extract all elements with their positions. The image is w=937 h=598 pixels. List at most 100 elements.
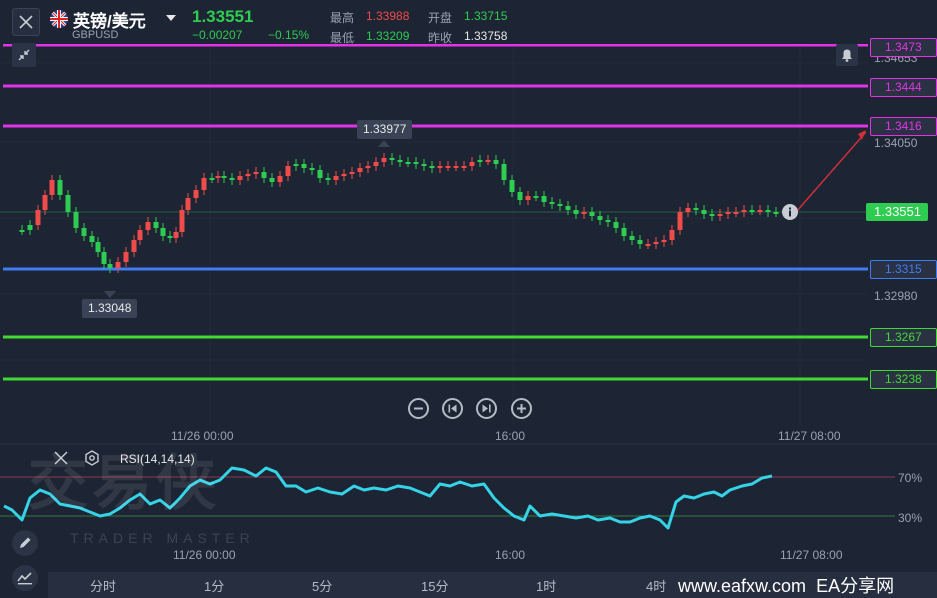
close-indicator-button[interactable] xyxy=(54,451,68,470)
candle-body xyxy=(517,192,523,200)
candle-body xyxy=(65,195,71,212)
candle-body xyxy=(381,158,387,162)
indicator-button[interactable] xyxy=(12,565,38,591)
candle-body xyxy=(421,164,427,166)
min-price-callout: 1.33048 xyxy=(82,299,138,318)
candle-body xyxy=(765,210,771,212)
candle-body xyxy=(153,222,159,228)
callout-pointer xyxy=(378,140,390,147)
candle-body xyxy=(145,222,151,230)
candle-body xyxy=(429,166,435,168)
candle-body xyxy=(193,190,199,198)
candle-body xyxy=(333,176,339,180)
zoom-in-icon xyxy=(517,404,526,413)
zoom-in-button[interactable] xyxy=(511,398,532,419)
candle-body xyxy=(701,210,707,214)
candle-body xyxy=(397,160,403,162)
candle-body xyxy=(81,228,87,236)
collapse-button[interactable] xyxy=(12,43,36,67)
candle-body xyxy=(709,214,715,216)
candle-body xyxy=(469,162,475,166)
line-label-6[interactable]: 1.3238 xyxy=(870,370,937,389)
candle-body xyxy=(35,210,41,225)
open-label: 开盘 xyxy=(428,11,453,25)
rsi-line xyxy=(3,466,773,530)
candle-body xyxy=(757,210,763,212)
tf-4h[interactable]: 4时 xyxy=(646,579,667,594)
line-label-4[interactable]: 1.3315 xyxy=(870,260,937,279)
candle-body xyxy=(115,262,121,268)
candle-body xyxy=(413,162,419,164)
candle-body xyxy=(123,252,129,262)
indicator-settings-button[interactable] xyxy=(84,450,100,471)
candle-body xyxy=(733,212,739,214)
info-marker[interactable] xyxy=(782,204,798,220)
tf-1m[interactable]: 1分 xyxy=(204,579,225,594)
candle-body xyxy=(589,212,595,216)
candle-body xyxy=(581,212,587,214)
rsi-label: RSI(14,14,14) xyxy=(120,452,195,466)
close-button[interactable] xyxy=(12,8,40,36)
zoom-out-button[interactable] xyxy=(408,398,429,419)
line-label-3[interactable]: 1.3416 xyxy=(870,117,937,136)
prev-close-value: 1.33758 xyxy=(464,29,508,43)
tf-15m[interactable]: 15分 xyxy=(421,579,449,594)
candle-body xyxy=(261,172,267,178)
draw-tool-button[interactable] xyxy=(12,530,38,556)
candle-body xyxy=(317,170,323,178)
candle-body xyxy=(201,178,207,190)
symbol-code: GBPUSD xyxy=(72,29,119,41)
candle-body xyxy=(101,252,107,264)
tf-tick[interactable]: 分时 xyxy=(90,579,117,594)
info-icon xyxy=(789,207,791,217)
step-back-icon xyxy=(448,404,457,413)
candle-body xyxy=(637,240,643,244)
tf-1h[interactable]: 1时 xyxy=(536,579,557,594)
chevron-down-icon[interactable] xyxy=(166,15,176,21)
line-label-1[interactable]: 1.3473 xyxy=(870,38,937,57)
candle-body xyxy=(661,240,667,242)
collapse-icon xyxy=(18,49,30,61)
rsi-level-high: 70% xyxy=(898,471,923,485)
timeframe-bar: 分时 1分 5分 15分 1时 4时 xyxy=(48,572,937,598)
candle-body xyxy=(277,176,283,182)
step-back-button[interactable] xyxy=(442,398,463,419)
candle-body xyxy=(501,164,507,180)
candle-body xyxy=(237,176,243,180)
bell-icon xyxy=(842,49,852,62)
time-label: 16:00 xyxy=(495,429,526,443)
candle-body xyxy=(253,172,259,174)
tf-5m[interactable]: 5分 xyxy=(312,579,333,594)
footer-site: www.eafxw.com EA分享网 xyxy=(678,576,895,596)
candle-body xyxy=(229,178,235,180)
price-change-pct: −0.15% xyxy=(268,28,310,42)
close-icon xyxy=(19,15,33,29)
candle-body xyxy=(629,236,635,240)
alert-button[interactable] xyxy=(836,44,858,66)
candle-body xyxy=(73,212,79,228)
candle-body xyxy=(269,178,275,182)
low-value: 1.33209 xyxy=(366,29,410,43)
candle-body xyxy=(645,244,651,246)
step-forward-button[interactable] xyxy=(476,398,497,419)
step-forward-icon xyxy=(482,404,491,413)
symbol-name[interactable]: 英镑/美元 xyxy=(73,12,146,31)
candle-body xyxy=(773,212,779,214)
line-label-5[interactable]: 1.3267 xyxy=(870,328,937,347)
candle-body xyxy=(309,168,315,170)
candle-body xyxy=(565,206,571,210)
rsi-time-label: 11/27 08:00 xyxy=(780,548,843,562)
candle-body xyxy=(557,204,563,206)
candle-body xyxy=(173,232,179,238)
prev-close-label: 昨收 xyxy=(428,31,453,45)
candle-body xyxy=(301,164,307,168)
line-label-2[interactable]: 1.3444 xyxy=(870,78,937,97)
candle-body xyxy=(573,210,579,214)
candle-body xyxy=(525,196,531,200)
candle-body xyxy=(357,168,363,172)
uk-flag-icon xyxy=(50,10,68,28)
candle-body xyxy=(131,240,137,252)
candle-body xyxy=(445,166,451,168)
rsi-time-label: 11/26 00:00 xyxy=(173,548,236,562)
